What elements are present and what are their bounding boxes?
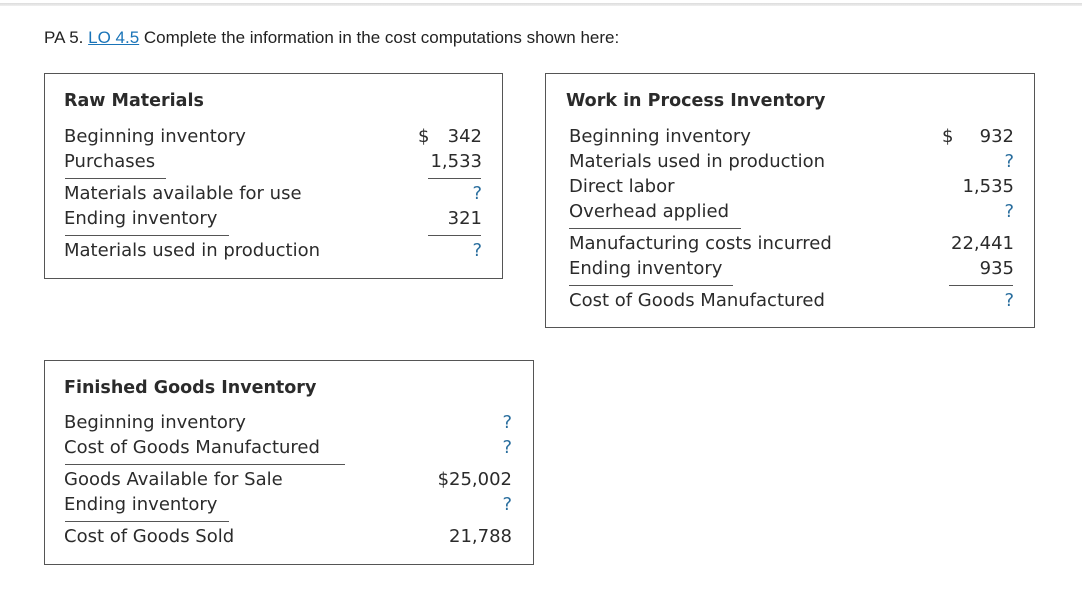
currency-symbol: $ — [942, 126, 954, 147]
table-row: Cost of Goods Sold 21,788 — [64, 524, 512, 549]
finished-goods-title: Finished Goods Inventory — [64, 378, 317, 398]
row-value: 321 — [447, 208, 482, 229]
instruction-text: Complete the information in the cost com… — [143, 28, 620, 47]
unknown-value: ? — [502, 494, 512, 515]
table-row: Materials used in production ? — [64, 238, 482, 263]
row-value: $25,002 — [437, 469, 512, 490]
unknown-value: ? — [1004, 151, 1014, 172]
table-row: Beginning inventory $ 932 — [569, 124, 1014, 149]
table-row: Materials available for use ? — [64, 181, 482, 206]
row-value: 342 — [447, 126, 482, 147]
label-underline — [65, 235, 229, 236]
table-row: Cost of Goods Manufactured ? — [569, 288, 1014, 313]
row-label: Purchases — [64, 151, 156, 172]
row-label: Ending inventory — [64, 494, 218, 515]
work-in-process-title: Work in Process Inventory — [566, 91, 826, 111]
unknown-value: ? — [1004, 290, 1014, 311]
learning-objective-link[interactable]: LO 4.5 — [88, 28, 140, 47]
table-row: Direct labor 1,535 — [569, 174, 1014, 199]
row-label: Cost of Goods Sold — [64, 526, 235, 547]
table-row: Cost of Goods Manufactured ? — [64, 435, 512, 460]
finished-goods-box: Finished Goods Inventory Beginning inven… — [44, 360, 534, 565]
row-value: 1,535 — [962, 176, 1014, 197]
unknown-value: ? — [472, 183, 482, 204]
row-label: Cost of Goods Manufactured — [569, 290, 825, 311]
row-label: Materials available for use — [64, 183, 302, 204]
table-row: Beginning inventory ? — [64, 410, 512, 435]
table-row: Ending inventory 321 — [64, 206, 482, 231]
row-label: Direct labor — [569, 176, 675, 197]
row-value: 932 — [979, 126, 1014, 147]
row-label: Cost of Goods Manufactured — [64, 437, 320, 458]
unknown-value: ? — [502, 437, 512, 458]
value-underline — [428, 235, 481, 236]
row-label: Beginning inventory — [64, 412, 246, 433]
label-underline — [65, 464, 345, 465]
label-underline — [65, 521, 229, 522]
table-row: Purchases 1,533 — [64, 149, 482, 174]
work-in-process-box: Work in Process Inventory Beginning inve… — [545, 73, 1035, 328]
row-value: 22,441 — [951, 233, 1014, 254]
row-label: Beginning inventory — [64, 126, 246, 147]
label-underline — [65, 178, 166, 179]
table-row: Ending inventory 935 — [569, 256, 1014, 281]
table-row: Manufacturing costs incurred 22,441 — [569, 231, 1014, 256]
top-divider — [0, 3, 1082, 6]
problem-prompt: PA 5. LO 4.5 Complete the information in… — [44, 28, 619, 48]
table-row: Beginning inventory $ 342 — [64, 124, 482, 149]
unknown-value: ? — [1004, 201, 1014, 222]
table-row: Goods Available for Sale $25,002 — [64, 467, 512, 492]
row-label: Ending inventory — [569, 258, 723, 279]
row-label: Beginning inventory — [569, 126, 751, 147]
row-value: 21,788 — [449, 526, 512, 547]
label-underline — [569, 228, 741, 229]
row-value: 1,533 — [430, 151, 482, 172]
row-label: Materials used in production — [569, 151, 826, 172]
row-label: Overhead applied — [569, 201, 730, 222]
row-label: Goods Available for Sale — [64, 469, 283, 490]
unknown-value: ? — [472, 240, 482, 261]
table-row: Overhead applied ? — [569, 199, 1014, 224]
currency-symbol: $ — [418, 126, 430, 147]
row-label: Materials used in production — [64, 240, 321, 261]
raw-materials-title: Raw Materials — [64, 91, 204, 111]
table-row: Materials used in production ? — [569, 149, 1014, 174]
label-underline — [569, 285, 733, 286]
value-underline — [949, 285, 1013, 286]
row-value: 935 — [979, 258, 1014, 279]
value-underline — [428, 178, 481, 179]
table-row: Ending inventory ? — [64, 492, 512, 517]
raw-materials-box: Raw Materials Beginning inventory $ 342 … — [44, 73, 503, 279]
row-label: Manufacturing costs incurred — [569, 233, 832, 254]
row-label: Ending inventory — [64, 208, 218, 229]
unknown-value: ? — [502, 412, 512, 433]
problem-id: PA 5. — [44, 28, 84, 47]
